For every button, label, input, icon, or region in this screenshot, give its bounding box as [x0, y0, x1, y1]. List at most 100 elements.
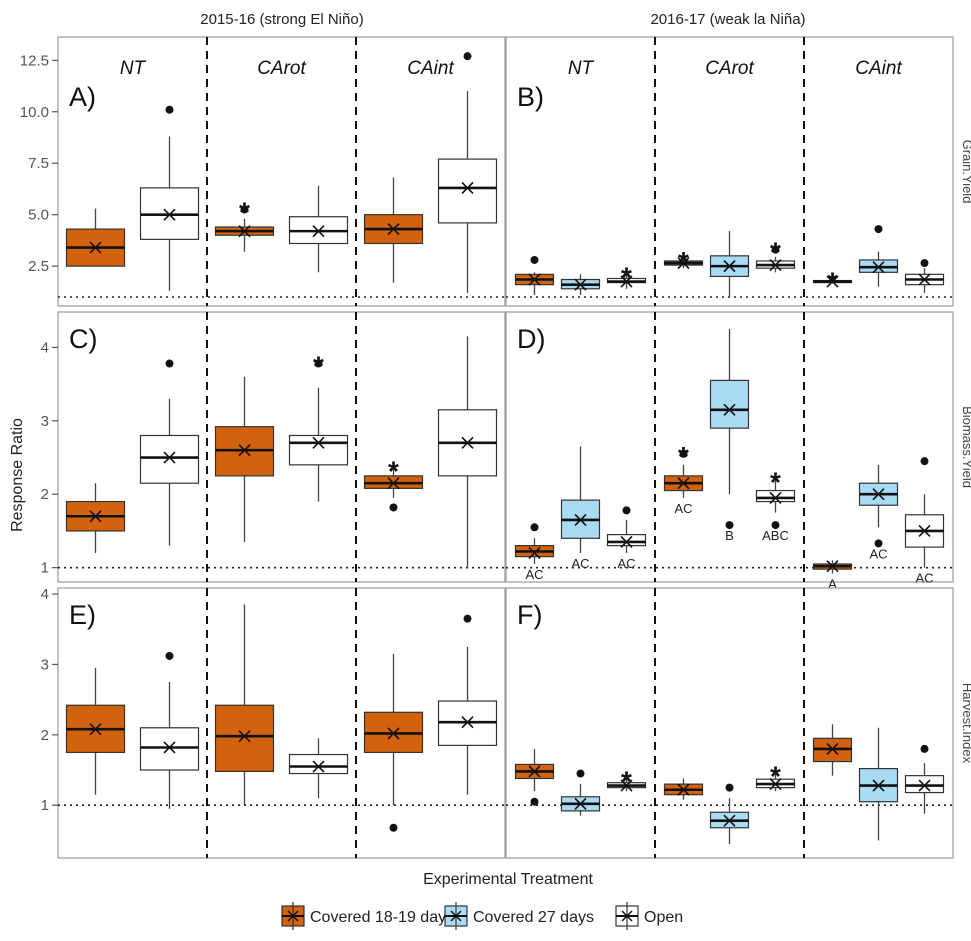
mean-marker — [461, 436, 474, 449]
panel-letter: F) — [517, 600, 542, 630]
facet-nt: NT — [65, 58, 200, 291]
box-open — [437, 52, 498, 293]
iqr-box — [606, 534, 647, 547]
box-open — [139, 651, 200, 809]
group-letter: AC — [617, 556, 635, 571]
mean-marker — [620, 779, 633, 792]
legend-label: Covered 18-19 days — [310, 909, 454, 926]
outlier-point — [679, 449, 688, 458]
facet-caint: CAint — [363, 52, 498, 293]
panel-letter: C) — [69, 324, 98, 354]
mean-marker — [769, 491, 782, 504]
mean-marker — [677, 256, 690, 270]
facet-caint — [812, 724, 945, 841]
y-tick-label: 5.0 — [28, 207, 49, 224]
column-header-left: 2015-16 (strong El Niño) — [200, 11, 363, 28]
outlier-point — [165, 105, 174, 114]
box-covered-27 — [858, 225, 899, 287]
box-covered-27 — [560, 274, 601, 295]
y-tick-label: 2 — [41, 727, 49, 744]
y-tick-label: 7.5 — [28, 155, 49, 172]
panel-letter: A) — [69, 82, 96, 112]
mean-marker — [528, 765, 541, 778]
mean-marker — [723, 403, 736, 416]
outlier-point — [771, 521, 780, 530]
outlier-point — [874, 539, 883, 548]
panel-d: AC AC AC * AC B * ABC A AC AC D) Biomass.Yield — [505, 311, 971, 592]
box-open: * — [606, 261, 647, 292]
facet-label: CAint — [407, 58, 454, 79]
row-strip-label: Biomass.Yield — [960, 406, 971, 488]
mean-marker — [574, 513, 587, 526]
facet-nt: NT * — [514, 58, 647, 295]
y-tick-label: 4 — [41, 586, 49, 603]
row-strip-label: Grain.Yield — [960, 140, 971, 204]
significance-marker: * — [621, 261, 632, 292]
box-open — [437, 614, 498, 795]
outlier-point — [920, 259, 929, 268]
significance-marker: * — [678, 246, 689, 277]
mean-marker — [238, 225, 251, 238]
mean-marker — [163, 208, 176, 221]
mean-marker — [238, 444, 251, 457]
panel-letter: E) — [69, 600, 96, 630]
significance-marker: * — [770, 761, 781, 792]
mean-marker — [312, 225, 325, 238]
box-covered-18-19 — [363, 177, 424, 283]
facet-nt — [65, 651, 200, 809]
mean-marker — [826, 560, 839, 573]
box-covered-18-19 — [663, 778, 704, 800]
group-letter: AC — [571, 556, 589, 571]
box-covered-18-19 — [214, 604, 275, 806]
outlier-point — [463, 52, 472, 61]
iqr-box — [288, 753, 349, 775]
box-covered-27 — [560, 769, 601, 816]
legend-label: Covered 27 days — [473, 909, 594, 926]
mean-marker — [918, 524, 931, 538]
y-tick-label: 2.5 — [28, 258, 49, 275]
mean-marker — [528, 273, 541, 286]
iqr-box — [139, 727, 200, 771]
outlier-point — [165, 359, 174, 368]
mean-marker — [238, 730, 251, 743]
facet-carot — [214, 604, 349, 806]
box-open — [904, 744, 945, 814]
facet-label: CArot — [705, 58, 754, 79]
y-axis-title: Response Ratio — [9, 418, 26, 532]
panel-frame — [57, 587, 506, 859]
iqr-box — [709, 379, 750, 429]
box-covered-18-19 — [363, 653, 424, 832]
significance-marker: * — [239, 197, 250, 228]
legend-item-covered-27: Covered 27 days — [444, 902, 594, 930]
mean-marker — [723, 260, 736, 273]
outlier-point — [389, 823, 398, 832]
outlier-point — [165, 651, 174, 660]
legend-item-open: Open — [615, 902, 683, 930]
outlier-point — [920, 457, 929, 466]
box-covered-18-19: * — [812, 267, 853, 298]
box-covered-18-19 — [65, 483, 126, 553]
mean-marker — [312, 436, 325, 449]
mean-marker — [387, 477, 400, 490]
outlier-point — [240, 205, 249, 214]
box-covered-27 — [709, 783, 750, 844]
facet-caint: CAint * — [812, 58, 945, 298]
mean-marker — [918, 779, 931, 792]
box-open — [288, 185, 349, 273]
legend-mean-marker — [621, 910, 633, 922]
box-covered-18-19 — [812, 724, 853, 776]
box-covered-18-19: AC — [514, 523, 555, 582]
mean-marker — [872, 261, 885, 274]
box-open: * — [755, 237, 796, 273]
box-covered-18-19: * — [663, 246, 704, 277]
facet-nt: AC AC AC — [514, 446, 647, 582]
facet-nt: * — [514, 748, 647, 816]
outlier-point — [530, 255, 539, 264]
box-covered-27: AC — [858, 464, 899, 561]
panel-frame — [57, 36, 506, 307]
panel-letter: D) — [517, 324, 546, 354]
panels-group: NT CArot * CAint A) NT * CArot * * CAint * B) Grain.Y… — [20, 36, 971, 859]
iqr-box — [755, 489, 796, 503]
outlier-point — [622, 506, 631, 515]
